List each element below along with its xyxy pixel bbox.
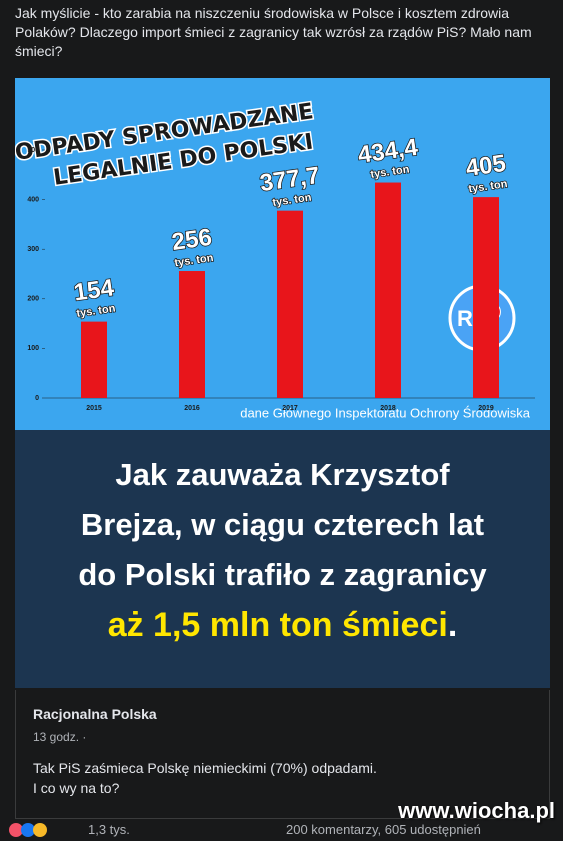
banner: Jak zauważa Krzysztof Brejza, w ciągu cz… — [15, 430, 550, 688]
bar — [277, 210, 303, 398]
y-tick-label: 200 — [27, 296, 39, 303]
chart: ODPADY SPROWADZANE LEGALNIE DO POLSKI R … — [15, 78, 550, 430]
y-tick-label: 500 — [27, 147, 39, 154]
shared-line: Tak PiS zaśmieca Polskę niemieckimi (70%… — [33, 760, 377, 776]
y-tick-label: 100 — [27, 345, 39, 352]
banner-highlight-line: aż 1,5 mln ton śmieci. — [15, 600, 550, 650]
shared-post: Racjonalna Polska 13 godz. · Tak PiS zaś… — [15, 690, 550, 819]
bar — [179, 271, 205, 398]
author[interactable]: Racjonalna Polska — [33, 706, 157, 722]
x-tick-label: 2018 — [380, 405, 396, 412]
logo-r: R — [457, 306, 473, 331]
post-text: Jak myślicie - kto zarabia na niszczeniu… — [15, 5, 532, 59]
shared-line: I co wy na to? — [33, 780, 120, 796]
reaction-icons[interactable] — [8, 822, 88, 841]
y-tick-label: 400 — [27, 196, 39, 203]
reaction-icons-svg — [9, 823, 47, 837]
bar — [375, 182, 401, 398]
value-label: 154 — [72, 274, 116, 306]
banner-line: do Polski trafiło z zagranicy — [78, 557, 487, 592]
reaction-count[interactable]: 1,3 tys. — [88, 822, 130, 837]
stats[interactable]: 200 komentarzy, 605 udostępnień — [286, 822, 481, 837]
value-label: 405 — [464, 150, 507, 182]
x-tick-label: 2017 — [282, 405, 298, 412]
time[interactable]: 13 godz. · — [33, 730, 87, 744]
y-tick-label: 300 — [27, 246, 39, 253]
banner-highlight: aż 1,5 mln ton śmieci — [107, 606, 448, 644]
unit-label: tys. ton — [272, 192, 313, 209]
banner-line: Brejza, w ciągu czterech lat — [80, 507, 485, 542]
y-tick-label: 0 — [35, 395, 39, 402]
watermark: www.wiocha.pl — [398, 798, 555, 823]
source: dane Głównego Inspektoratu Ochrony Środo… — [240, 405, 531, 420]
banner-end: . — [447, 606, 458, 644]
bar — [81, 321, 107, 398]
x-tick-label: 2015 — [86, 405, 102, 412]
footer: 1,3 tys. 200 komentarzy, 605 udostępnień — [0, 820, 563, 840]
value-label: 256 — [170, 224, 213, 256]
x-tick-label: 2019 — [478, 405, 494, 412]
x-tick-label: 2016 — [184, 405, 200, 412]
banner-line: Jak zauważa Krzysztof — [115, 457, 450, 492]
shared-text: Tak PiS zaśmieca Polskę niemieckimi (70%… — [33, 758, 377, 798]
bar — [473, 197, 499, 398]
